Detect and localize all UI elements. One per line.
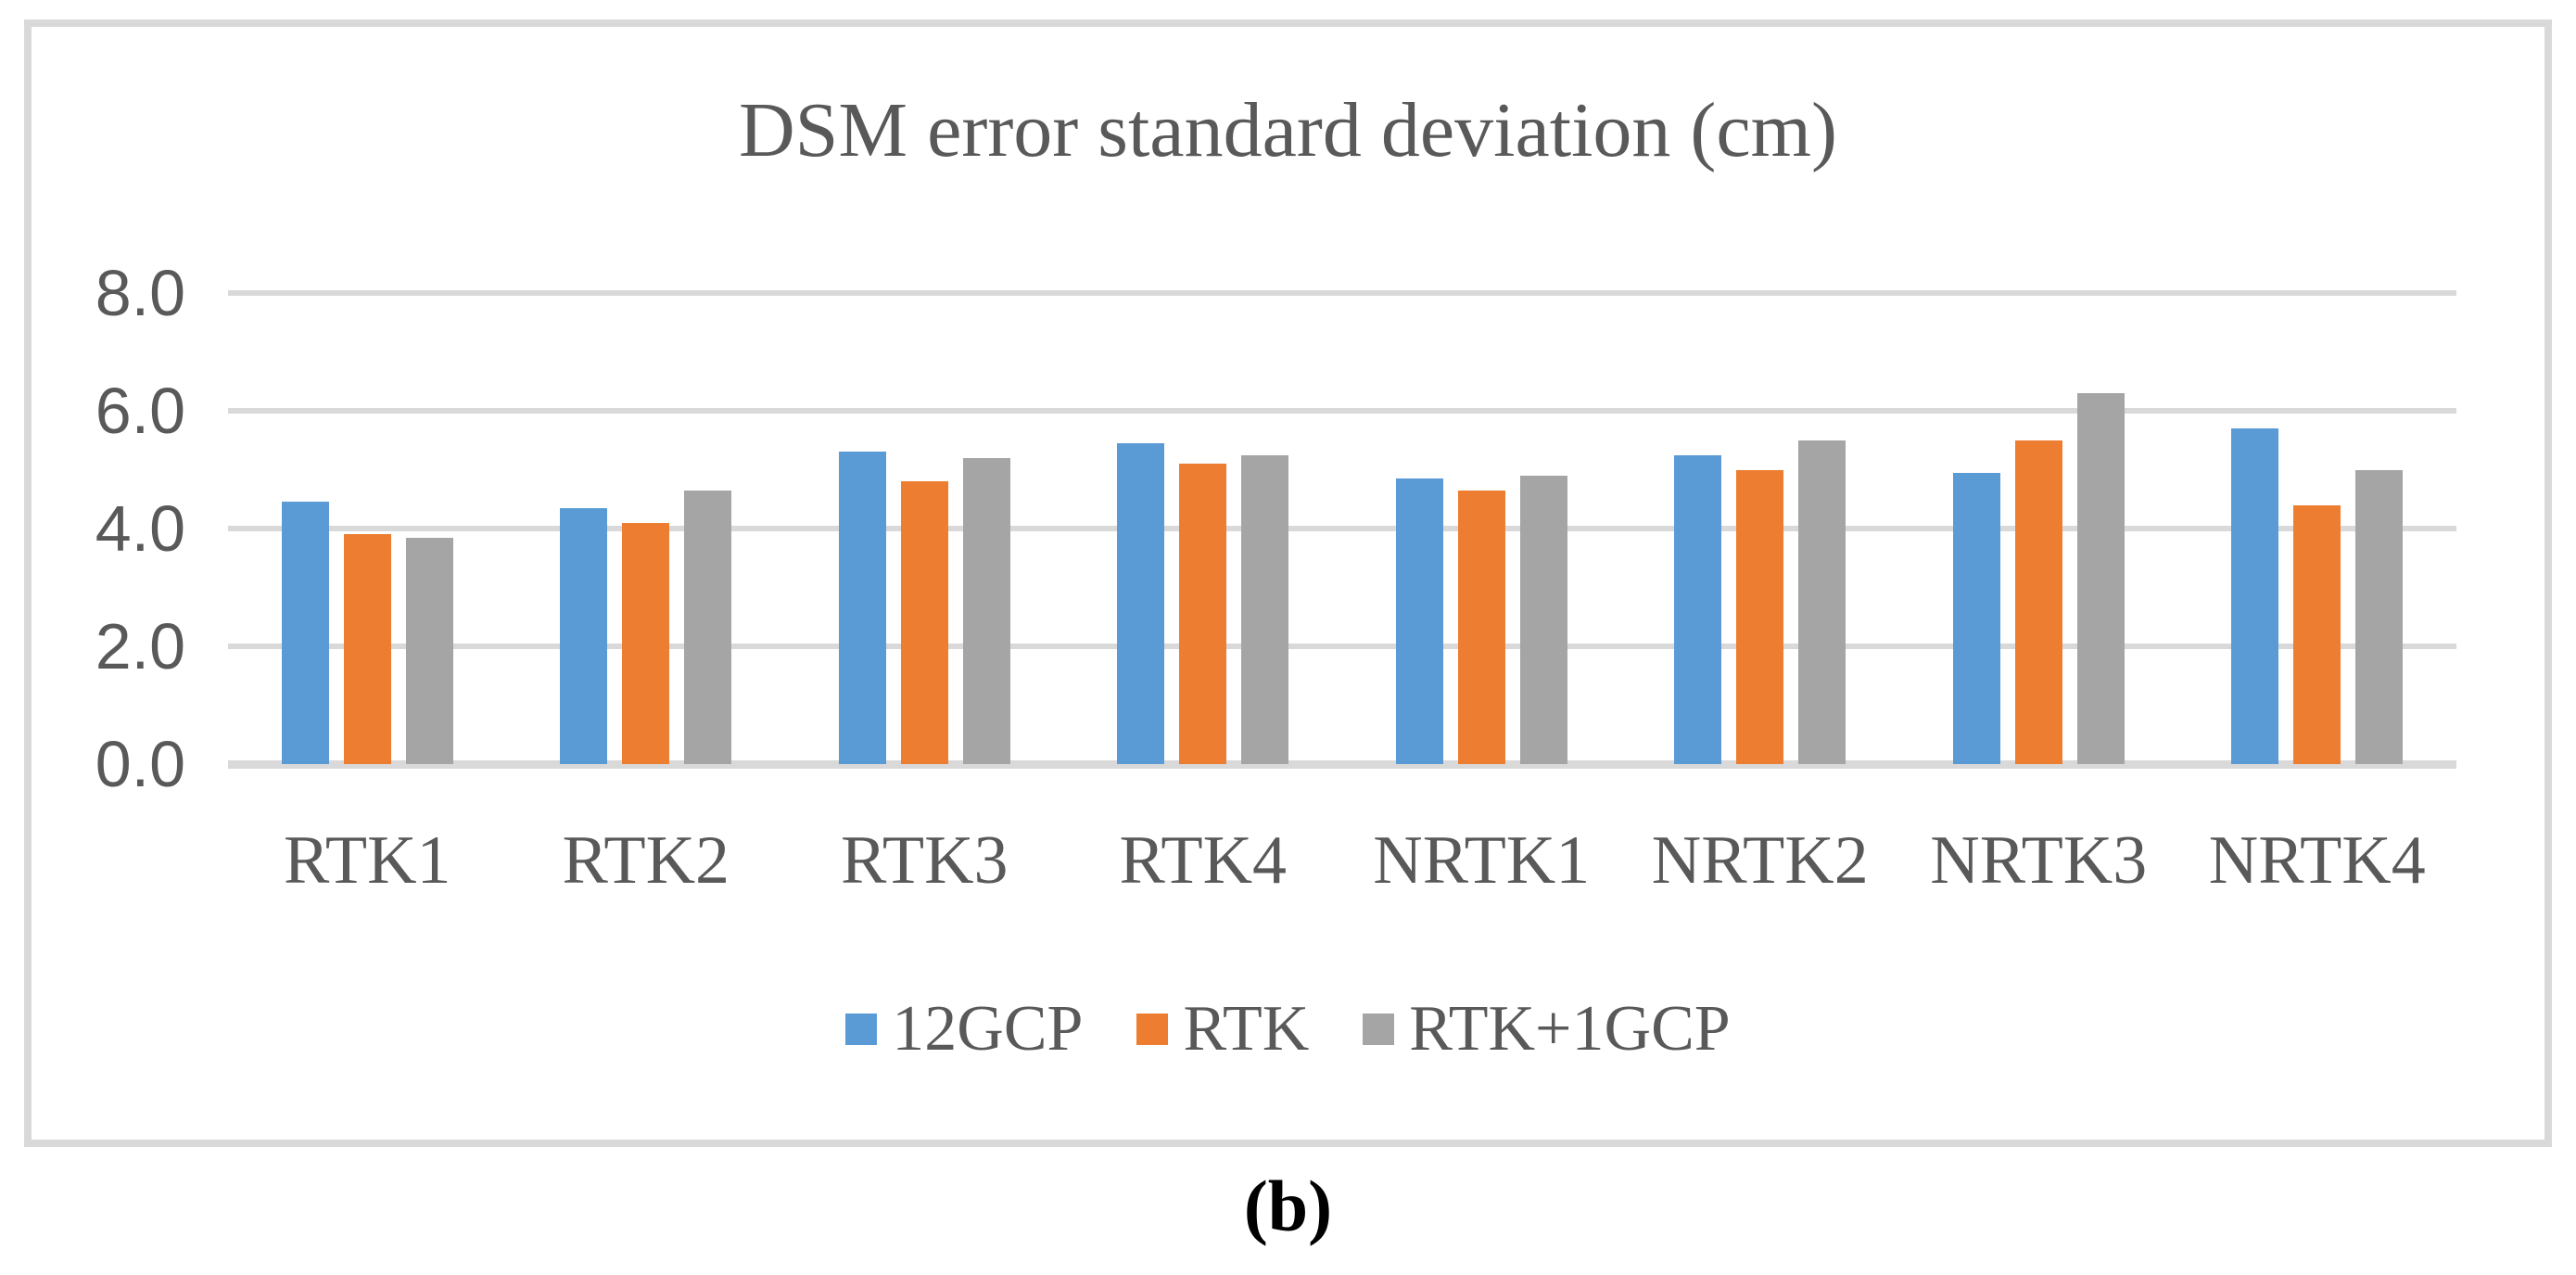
bar-rtk-1gcp-rtk1 bbox=[405, 537, 453, 764]
legend-item-12gcp: 12GCP bbox=[845, 997, 1083, 1062]
bar-rtk-1gcp-nrtk4 bbox=[2355, 469, 2404, 764]
legend-label-rtk-1gcp: RTK+1GCP bbox=[1409, 993, 1731, 1065]
legend-item-rtk-1gcp: RTK+1GCP bbox=[1363, 993, 1731, 1065]
legend-label-rtk: RTK bbox=[1183, 993, 1310, 1065]
bar-rtk-nrtk2 bbox=[1736, 469, 1784, 764]
bar-rtk-1gcp-rtk2 bbox=[684, 490, 732, 764]
bar-rtk-rtk1 bbox=[343, 534, 391, 764]
bar-12gcp-rtk1 bbox=[281, 502, 329, 764]
y-tick-label-4.0: 4.0 bbox=[95, 492, 185, 565]
x-tick-label-rtk1: RTK1 bbox=[283, 822, 451, 899]
legend-item-rtk: RTK bbox=[1136, 997, 1309, 1062]
legend-marker-rtk-icon bbox=[1136, 1014, 1169, 1045]
y-tick-label-8.0: 8.0 bbox=[95, 257, 185, 329]
gridline-6.0 bbox=[228, 408, 2456, 414]
bar-rtk-rtk4 bbox=[1179, 464, 1227, 764]
bar-12gcp-nrtk2 bbox=[1674, 454, 1722, 764]
bar-12gcp-rtk4 bbox=[1117, 442, 1165, 764]
chart-title: DSM error standard deviation (cm) bbox=[739, 87, 1837, 173]
x-tick-label-rtk4: RTK4 bbox=[1119, 822, 1288, 899]
y-tick-label-6.0: 6.0 bbox=[95, 375, 185, 447]
bar-12gcp-rtk3 bbox=[838, 452, 886, 764]
bar-rtk-nrtk3 bbox=[2014, 440, 2062, 764]
gridline-8.0 bbox=[228, 290, 2456, 296]
bar-rtk-1gcp-nrtk1 bbox=[1519, 475, 1567, 764]
bar-rtk-1gcp-nrtk3 bbox=[2076, 392, 2125, 764]
x-tick-label-rtk3: RTK3 bbox=[840, 822, 1009, 899]
bar-rtk-nrtk4 bbox=[2293, 504, 2341, 764]
gridline-4.0 bbox=[228, 526, 2456, 531]
y-tick-label-0.0: 0.0 bbox=[95, 728, 185, 800]
bar-12gcp-nrtk4 bbox=[2231, 428, 2279, 764]
legend-label-12gcp: 12GCP bbox=[892, 993, 1084, 1065]
chart-frame: DSM error standard deviation (cm) 0.0 2.0… bbox=[24, 19, 2552, 1147]
bar-12gcp-nrtk1 bbox=[1395, 478, 1443, 764]
bar-rtk-1gcp-rtk4 bbox=[1241, 454, 1289, 764]
legend: 12GCP RTK RTK+1GCP bbox=[32, 997, 2544, 1062]
y-tick-label-2.0: 2.0 bbox=[95, 610, 185, 682]
gridline-0.0 bbox=[228, 760, 2456, 769]
bar-rtk-1gcp-nrtk2 bbox=[1798, 440, 1846, 764]
x-tick-label-rtk2: RTK2 bbox=[562, 822, 730, 899]
bar-rtk-1gcp-rtk3 bbox=[962, 457, 1010, 764]
gridline-2.0 bbox=[228, 644, 2456, 649]
x-tick-label-nrtk4: NRTK4 bbox=[2208, 822, 2426, 899]
plot-area: 0.0 2.0 4.0 6.0 8.0 RTK1 RTK2 RTK3 RTK4 NRTK1 NRTK… bbox=[95, 261, 2456, 895]
x-tick-label-nrtk3: NRTK3 bbox=[1930, 822, 2148, 899]
x-tick-label-nrtk1: NRTK1 bbox=[1373, 822, 1591, 899]
legend-marker-rtk-1gcp-icon bbox=[1363, 1014, 1395, 1045]
bar-12gcp-rtk2 bbox=[560, 507, 608, 764]
bar-rtk-rtk3 bbox=[900, 481, 948, 764]
x-tick-label-nrtk2: NRTK2 bbox=[1651, 822, 1869, 899]
bar-12gcp-nrtk3 bbox=[1952, 472, 2000, 764]
bar-rtk-nrtk1 bbox=[1457, 490, 1505, 764]
figure-caption: (b) bbox=[1243, 1166, 1333, 1246]
legend-marker-12gcp-icon bbox=[845, 1014, 878, 1045]
bar-rtk-rtk2 bbox=[622, 522, 670, 764]
